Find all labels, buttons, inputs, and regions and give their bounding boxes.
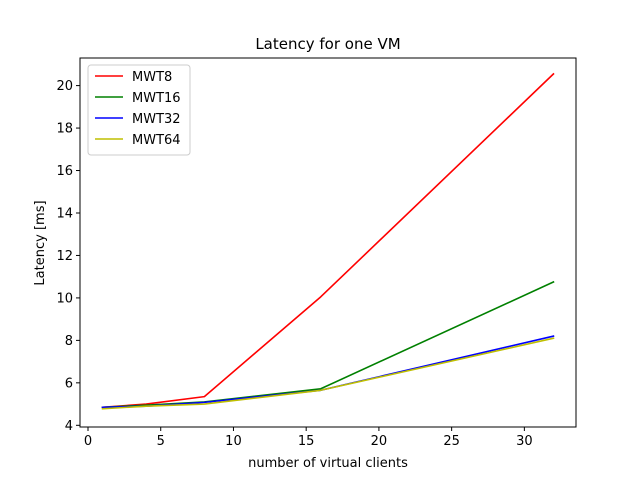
y-tick-label: 8 (65, 334, 73, 349)
y-tick-label: 16 (56, 164, 73, 179)
y-tick-label: 4 (65, 419, 73, 434)
legend-label-mwt32: MWT32 (132, 112, 181, 127)
y-tick-label: 18 (56, 122, 73, 137)
y-axis-label: Latency [ms] (33, 200, 48, 285)
x-tick-label: 25 (443, 434, 460, 449)
series-line-mwt32 (101, 335, 555, 409)
y-tick-label: 12 (56, 249, 73, 264)
plot-frame (79, 57, 577, 428)
y-tick-label: 6 (65, 376, 73, 391)
x-axis-label: number of virtual clients (248, 456, 408, 471)
y-tick-label: 14 (56, 206, 73, 221)
chart-title: Latency for one VM (255, 35, 400, 53)
legend: MWT8 MWT16 MWT32 MWT64 (87, 64, 191, 156)
x-tick-label: 15 (298, 434, 315, 449)
y-tick-label: 10 (56, 291, 73, 306)
x-tick-label: 30 (516, 434, 533, 449)
x-tick-label: 20 (371, 434, 388, 449)
legend-label-mwt64: MWT64 (132, 133, 181, 148)
legend-label-mwt8: MWT8 (132, 70, 172, 85)
legend-label-mwt16: MWT16 (132, 91, 181, 106)
series-line-mwt64 (101, 337, 555, 410)
legend-box (87, 64, 191, 156)
x-tick-label: 5 (157, 434, 165, 449)
y-tick-label: 20 (56, 79, 73, 94)
x-tick-label: 10 (225, 434, 242, 449)
x-tick-label: 0 (84, 434, 92, 449)
